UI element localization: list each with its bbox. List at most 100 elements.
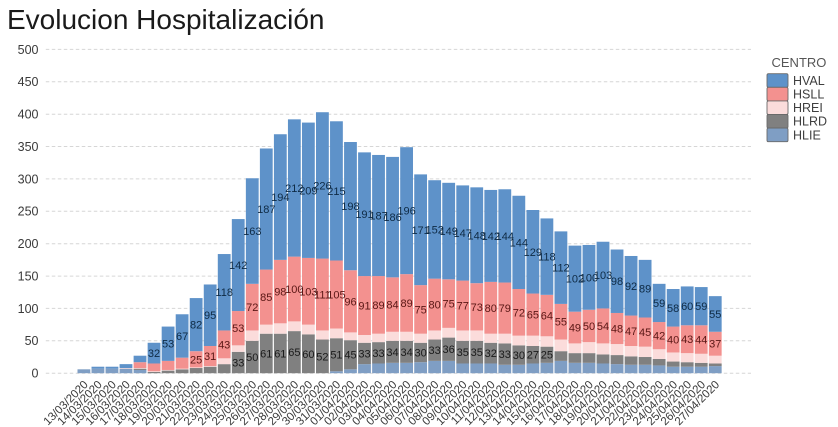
- svg-text:35: 35: [457, 347, 469, 359]
- svg-text:67: 67: [176, 331, 188, 343]
- svg-text:44: 44: [695, 335, 707, 347]
- svg-text:148: 148: [468, 230, 486, 242]
- svg-text:36: 36: [443, 344, 455, 356]
- svg-text:105: 105: [327, 290, 345, 302]
- svg-text:450: 450: [18, 75, 39, 89]
- svg-text:100: 100: [580, 272, 598, 284]
- svg-text:95: 95: [204, 310, 216, 322]
- svg-text:HLIE: HLIE: [793, 128, 821, 142]
- svg-text:92: 92: [625, 281, 637, 293]
- svg-text:HLRD: HLRD: [793, 115, 827, 129]
- svg-text:102: 102: [566, 274, 584, 286]
- svg-text:149: 149: [440, 226, 458, 238]
- svg-text:187: 187: [369, 211, 387, 223]
- svg-text:43: 43: [681, 334, 693, 346]
- svg-text:58: 58: [667, 303, 679, 315]
- svg-text:171: 171: [411, 225, 429, 237]
- svg-text:48: 48: [611, 324, 623, 336]
- svg-text:53: 53: [232, 323, 244, 335]
- svg-text:64: 64: [541, 311, 553, 323]
- svg-text:112: 112: [552, 263, 570, 275]
- svg-text:96: 96: [344, 296, 356, 308]
- svg-text:49: 49: [569, 323, 581, 335]
- svg-text:91: 91: [358, 301, 370, 313]
- svg-text:HREI: HREI: [793, 101, 823, 115]
- svg-text:0: 0: [32, 367, 39, 381]
- svg-text:118: 118: [215, 287, 233, 299]
- svg-text:37: 37: [709, 339, 721, 351]
- svg-text:142: 142: [482, 231, 500, 243]
- svg-text:CENTRO: CENTRO: [772, 55, 827, 70]
- svg-text:35: 35: [471, 347, 483, 359]
- svg-text:80: 80: [429, 300, 441, 312]
- svg-text:84: 84: [386, 300, 398, 312]
- svg-text:100: 100: [18, 302, 39, 316]
- svg-text:300: 300: [18, 172, 39, 186]
- svg-text:103: 103: [594, 270, 612, 282]
- svg-text:61: 61: [274, 348, 286, 360]
- svg-text:HSLL: HSLL: [793, 88, 824, 102]
- svg-text:196: 196: [397, 206, 415, 218]
- svg-text:89: 89: [639, 284, 651, 296]
- svg-text:400: 400: [18, 108, 39, 122]
- svg-text:33: 33: [358, 348, 370, 360]
- svg-text:144: 144: [510, 237, 528, 249]
- svg-text:118: 118: [538, 252, 556, 264]
- svg-text:100: 100: [285, 284, 303, 296]
- svg-text:50: 50: [25, 334, 39, 348]
- svg-text:72: 72: [513, 307, 525, 319]
- svg-text:45: 45: [639, 327, 651, 339]
- svg-text:50: 50: [583, 321, 595, 333]
- svg-text:33: 33: [372, 348, 384, 360]
- svg-text:75: 75: [414, 304, 426, 316]
- svg-text:52: 52: [316, 351, 328, 363]
- svg-text:60: 60: [681, 301, 693, 313]
- svg-text:215: 215: [327, 186, 345, 198]
- svg-text:45: 45: [344, 350, 356, 362]
- svg-text:142: 142: [229, 260, 247, 272]
- svg-text:89: 89: [372, 300, 384, 312]
- svg-text:103: 103: [299, 286, 317, 298]
- svg-text:111: 111: [314, 290, 331, 302]
- svg-text:147: 147: [454, 228, 472, 240]
- svg-text:226: 226: [313, 180, 331, 192]
- svg-text:65: 65: [288, 347, 300, 359]
- svg-text:59: 59: [653, 298, 665, 310]
- svg-text:51: 51: [330, 350, 342, 362]
- svg-text:212: 212: [285, 183, 303, 195]
- svg-text:129: 129: [524, 247, 542, 259]
- svg-text:55: 55: [555, 317, 567, 329]
- svg-text:250: 250: [18, 205, 39, 219]
- svg-text:198: 198: [341, 201, 359, 213]
- svg-text:82: 82: [190, 320, 202, 332]
- svg-text:89: 89: [400, 298, 412, 310]
- svg-text:144: 144: [496, 231, 514, 243]
- svg-text:40: 40: [667, 335, 679, 347]
- svg-text:31: 31: [204, 351, 216, 363]
- svg-text:59: 59: [695, 301, 707, 313]
- svg-text:42: 42: [653, 331, 665, 343]
- svg-text:32: 32: [148, 348, 160, 360]
- svg-text:191: 191: [355, 209, 373, 221]
- svg-text:53: 53: [162, 339, 174, 351]
- svg-text:98: 98: [274, 287, 286, 299]
- svg-text:47: 47: [625, 326, 637, 338]
- svg-text:34: 34: [400, 347, 412, 359]
- svg-text:25: 25: [190, 354, 202, 366]
- svg-text:72: 72: [246, 302, 258, 314]
- svg-text:75: 75: [443, 299, 455, 311]
- svg-text:33: 33: [429, 345, 441, 357]
- svg-text:25: 25: [541, 350, 553, 362]
- svg-text:350: 350: [18, 140, 39, 154]
- svg-text:150: 150: [18, 270, 39, 284]
- svg-text:80: 80: [485, 303, 497, 315]
- svg-text:77: 77: [457, 301, 469, 313]
- svg-text:Evolucion Hospitalización: Evolucion Hospitalización: [7, 4, 325, 35]
- svg-text:65: 65: [527, 310, 539, 322]
- svg-text:30: 30: [513, 350, 525, 362]
- svg-text:79: 79: [499, 303, 511, 315]
- svg-text:55: 55: [709, 309, 721, 321]
- svg-text:98: 98: [611, 276, 623, 288]
- svg-text:186: 186: [383, 212, 401, 224]
- svg-text:50: 50: [246, 352, 258, 364]
